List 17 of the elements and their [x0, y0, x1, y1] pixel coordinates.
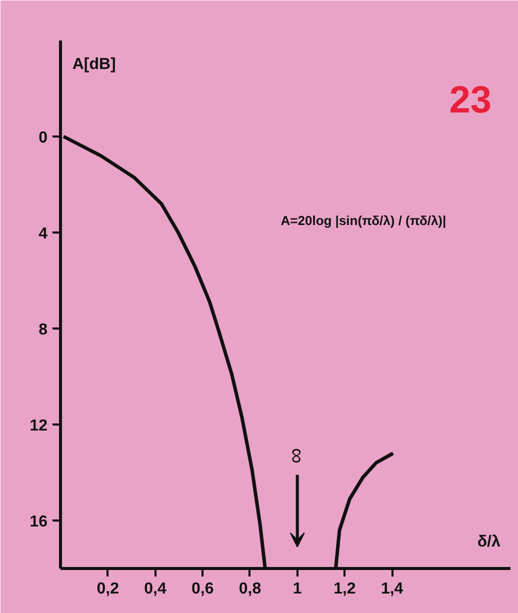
x-tick-label: 1 — [292, 580, 302, 598]
annotation: ∞ — [284, 448, 310, 464]
y-axis-title: A[dB] — [72, 56, 116, 73]
x-tick-label: 0,6 — [191, 580, 214, 598]
annotation: A=20log |sin(πδ/λ) / (πδ/λ)| — [280, 213, 446, 228]
x-tick-label: 0,4 — [144, 580, 166, 598]
y-tick-label: 4 — [38, 226, 48, 242]
x-tick-label: 1,2 — [334, 580, 356, 598]
x-tick-label: 0,2 — [96, 580, 120, 598]
y-tick-label: 12 — [30, 418, 48, 434]
annotation: 23 — [449, 80, 492, 122]
y-tick-label: 16 — [30, 514, 48, 530]
x-tick-label: 1,4 — [380, 580, 404, 598]
y-tick-label: 8 — [38, 322, 48, 338]
y-tick-label: 0 — [38, 130, 48, 146]
x-tick-label: 0,8 — [238, 580, 262, 598]
x-axis-title: δ/λ — [477, 534, 500, 551]
